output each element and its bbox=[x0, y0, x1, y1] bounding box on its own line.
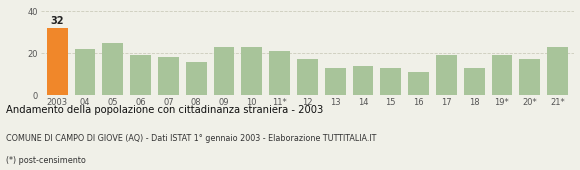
Bar bbox=[130, 55, 151, 95]
Bar bbox=[241, 47, 262, 95]
Bar bbox=[186, 62, 206, 95]
Bar bbox=[519, 59, 540, 95]
Bar bbox=[491, 55, 512, 95]
Bar bbox=[547, 47, 568, 95]
Bar bbox=[325, 68, 346, 95]
Text: (*) post-censimento: (*) post-censimento bbox=[6, 156, 86, 165]
Bar bbox=[213, 47, 234, 95]
Bar bbox=[103, 42, 124, 95]
Bar bbox=[464, 68, 484, 95]
Bar bbox=[75, 49, 96, 95]
Bar bbox=[297, 59, 318, 95]
Bar bbox=[408, 72, 429, 95]
Text: 32: 32 bbox=[50, 16, 64, 26]
Bar bbox=[380, 68, 401, 95]
Bar bbox=[47, 28, 68, 95]
Bar bbox=[353, 66, 374, 95]
Bar bbox=[269, 51, 290, 95]
Bar bbox=[158, 57, 179, 95]
Bar bbox=[436, 55, 457, 95]
Text: COMUNE DI CAMPO DI GIOVE (AQ) - Dati ISTAT 1° gennaio 2003 - Elaborazione TUTTIT: COMUNE DI CAMPO DI GIOVE (AQ) - Dati IST… bbox=[6, 134, 376, 143]
Text: Andamento della popolazione con cittadinanza straniera - 2003: Andamento della popolazione con cittadin… bbox=[6, 105, 323, 115]
